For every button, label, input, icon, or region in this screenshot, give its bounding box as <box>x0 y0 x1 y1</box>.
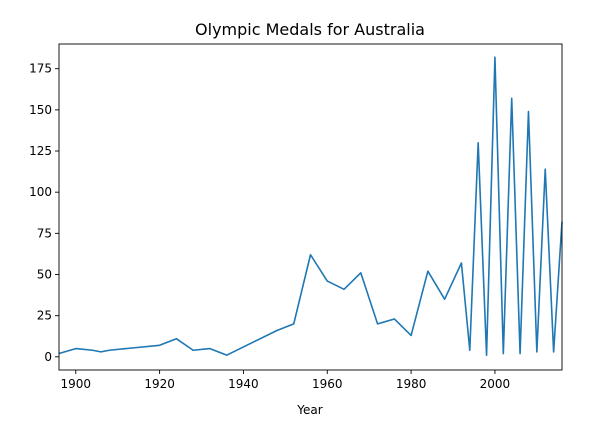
y-tick-label: 175 <box>29 62 52 76</box>
y-tick-label: 50 <box>37 268 52 282</box>
x-axis-label: Year <box>296 403 322 417</box>
x-tick-label: 2000 <box>480 377 511 391</box>
x-tick-label: 1900 <box>60 377 91 391</box>
x-tick-label: 1920 <box>144 377 175 391</box>
x-axis: 1900 1920 1940 1960 1980 2000 <box>60 370 510 391</box>
series-line <box>58 56 563 356</box>
y-tick-label: 0 <box>44 350 52 364</box>
x-tick-label: 1960 <box>312 377 343 391</box>
x-tick-label: 1940 <box>228 377 259 391</box>
y-tick-label: 75 <box>37 226 52 240</box>
y-tick-label: 150 <box>29 103 52 117</box>
plot-area <box>58 43 563 371</box>
chart-title: Olympic Medals for Australia <box>195 20 425 39</box>
y-tick-label: 25 <box>37 309 52 323</box>
y-tick-label: 125 <box>29 144 52 158</box>
y-tick-label: 100 <box>29 185 52 199</box>
y-axis: 0 25 50 75 100 125 150 175 <box>29 62 59 364</box>
x-tick-label: 1980 <box>396 377 427 391</box>
plot-frame <box>58 43 563 371</box>
